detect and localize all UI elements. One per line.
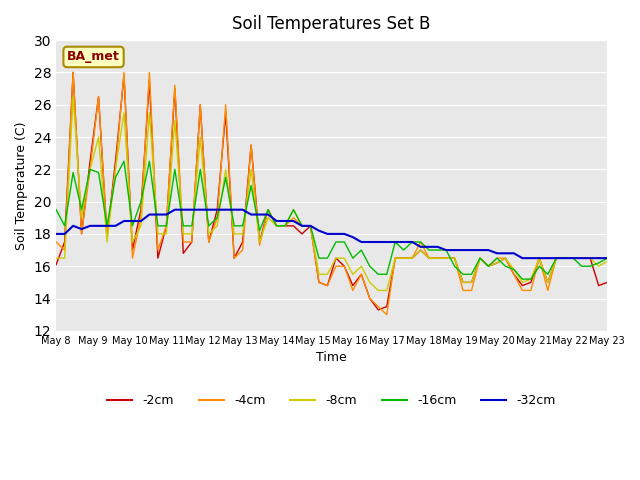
-16cm — [230, 223, 238, 229]
Text: BA_met: BA_met — [67, 50, 120, 63]
-2cm — [298, 231, 306, 237]
-4cm — [69, 70, 77, 75]
-4cm — [502, 255, 509, 261]
-8cm — [69, 94, 77, 99]
Line: -16cm: -16cm — [56, 161, 607, 279]
-32cm — [171, 207, 179, 213]
Line: -32cm: -32cm — [56, 210, 607, 258]
-8cm — [502, 255, 509, 261]
Line: -4cm: -4cm — [56, 72, 607, 315]
-8cm — [307, 223, 314, 229]
-2cm — [502, 255, 509, 261]
-2cm — [230, 255, 238, 261]
-2cm — [374, 307, 382, 312]
-8cm — [230, 231, 238, 237]
-8cm — [374, 288, 382, 293]
X-axis label: Time: Time — [316, 351, 347, 364]
-4cm — [52, 239, 60, 245]
-16cm — [95, 169, 102, 175]
-4cm — [103, 231, 111, 237]
-4cm — [307, 223, 314, 229]
-2cm — [196, 102, 204, 108]
Legend: -2cm, -4cm, -8cm, -16cm, -32cm: -2cm, -4cm, -8cm, -16cm, -32cm — [102, 389, 561, 412]
-4cm — [230, 255, 238, 261]
-2cm — [52, 262, 60, 267]
-8cm — [52, 255, 60, 261]
-32cm — [518, 255, 526, 261]
-8cm — [604, 259, 611, 264]
-4cm — [196, 102, 204, 108]
Title: Soil Temperatures Set B: Soil Temperatures Set B — [232, 15, 431, 33]
-16cm — [196, 167, 204, 172]
-16cm — [518, 276, 526, 282]
-32cm — [307, 223, 314, 229]
-8cm — [298, 223, 306, 229]
-16cm — [307, 223, 314, 229]
-32cm — [196, 207, 204, 213]
-2cm — [103, 234, 111, 240]
-4cm — [298, 223, 306, 229]
-2cm — [69, 70, 77, 75]
-2cm — [307, 223, 314, 229]
-4cm — [383, 312, 390, 318]
-16cm — [52, 207, 60, 213]
-32cm — [298, 223, 306, 229]
-8cm — [196, 134, 204, 140]
-16cm — [493, 255, 500, 261]
-32cm — [52, 231, 60, 237]
-32cm — [230, 207, 238, 213]
-16cm — [298, 223, 306, 229]
-2cm — [604, 279, 611, 285]
-32cm — [95, 223, 102, 229]
-4cm — [604, 255, 611, 261]
-32cm — [493, 251, 500, 256]
-8cm — [103, 239, 111, 245]
Line: -2cm: -2cm — [56, 72, 607, 310]
-16cm — [120, 158, 128, 164]
-32cm — [604, 255, 611, 261]
-16cm — [604, 255, 611, 261]
Line: -8cm: -8cm — [56, 96, 607, 290]
Y-axis label: Soil Temperature (C): Soil Temperature (C) — [15, 121, 28, 250]
